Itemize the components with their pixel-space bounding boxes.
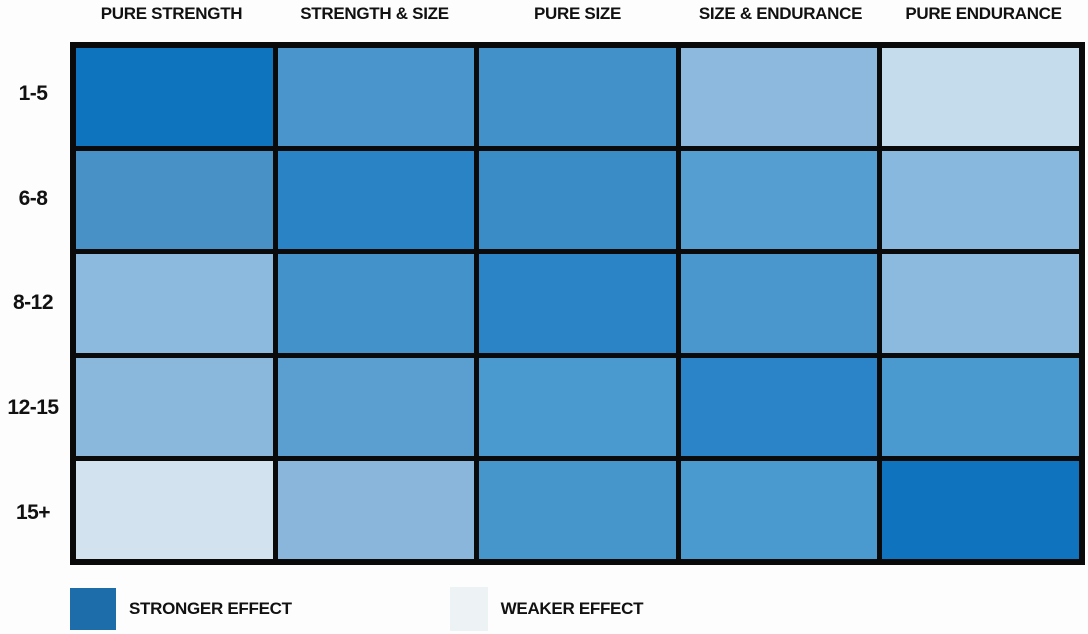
heatmap-cell-1-5-col1: [76, 48, 273, 147]
heatmap-cell-6-8-col2: [277, 151, 475, 250]
row-label-6-8: 6-8: [18, 186, 48, 210]
column-header-strength-and-size: STRENGTH & SIZE: [300, 4, 449, 23]
legend-swatch-weaker-effect: [449, 587, 488, 631]
column-header-pure-strength: PURE STRENGTH: [100, 4, 243, 23]
heatmap-cell-1-5-col5: [882, 48, 1079, 147]
heatmap-cell-8-12-col2: [277, 254, 475, 353]
heatmap-cell-12-15-col5: [882, 357, 1079, 456]
heatmap-cell-8-12-col4: [680, 254, 878, 353]
heatmap-grid: [70, 42, 1085, 565]
legend-label-stronger-effect: STRONGER EFFECT: [129, 599, 292, 618]
row-label-1-5: 1-5: [18, 82, 48, 106]
row-label-12-15: 12-15: [7, 396, 59, 420]
heatmap-cell-6-8-col4: [680, 151, 878, 250]
heatmap-cell-6-8-col1: [76, 151, 273, 250]
heatmap-cell-15+-col5: [882, 460, 1079, 559]
heatmap-cell-8-12-col3: [479, 254, 676, 353]
column-header-pure-size: PURE SIZE: [533, 4, 622, 23]
row-label-15-plus: 15+: [15, 500, 51, 524]
column-header-pure-endurance: PURE ENDURANCE: [905, 4, 1062, 23]
heatmap-cell-12-15-col4: [680, 357, 878, 456]
heatmap-cell-12-15-col1: [76, 357, 273, 456]
heatmap-cell-12-15-col2: [277, 357, 475, 456]
legend-label-weaker-effect: WEAKER EFFECT: [500, 599, 644, 618]
heatmap-cell-6-8-col3: [479, 151, 676, 250]
heatmap-cell-8-12-col1: [76, 254, 273, 353]
row-labels: 1-5 6-8 8-12 12-15 15+: [0, 42, 66, 565]
column-header-size-and-endurance: SIZE & ENDURANCE: [698, 4, 863, 23]
heatmap-cell-1-5-col2: [277, 48, 475, 147]
legend: STRONGER EFFECT WEAKER EFFECT: [70, 586, 643, 632]
row-label-8-12: 8-12: [12, 291, 54, 315]
heatmap-cell-8-12-col5: [882, 254, 1079, 353]
heatmap-cell-6-8-col5: [882, 151, 1079, 250]
column-headers: PURE STRENGTH STRENGTH & SIZE PURE SIZE …: [70, 2, 1085, 30]
heatmap-cell-12-15-col3: [479, 357, 676, 456]
heatmap-cell-1-5-col4: [680, 48, 878, 147]
heatmap-cell-15+-col3: [479, 460, 676, 559]
legend-swatch-stronger-effect: [70, 588, 116, 630]
heatmap-cell-15+-col1: [76, 460, 273, 559]
heatmap-cell-15+-col2: [277, 460, 475, 559]
heatmap-cell-1-5-col3: [479, 48, 676, 147]
heatmap-cell-15+-col4: [680, 460, 878, 559]
